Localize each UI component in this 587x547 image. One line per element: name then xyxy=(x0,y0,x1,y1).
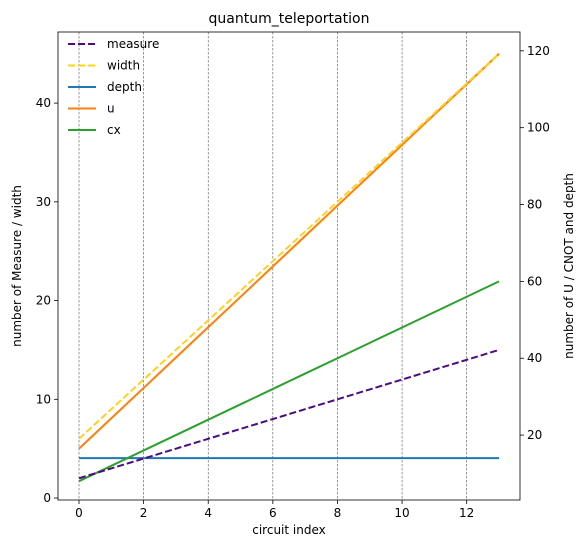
y-right-tick-label-120: 120 xyxy=(527,44,550,58)
x-tick-label-2: 2 xyxy=(140,506,148,520)
x-tick-label-12: 12 xyxy=(459,506,474,520)
legend-label-measure: measure xyxy=(107,37,159,51)
y-axis-label-right: number of U / CNOT and depth xyxy=(562,173,576,359)
y-right-tick-label-40: 40 xyxy=(527,351,542,365)
y-left-tick-label-10: 10 xyxy=(36,392,51,406)
y-left-tick-label-0: 0 xyxy=(43,491,51,505)
legend-label-depth: depth xyxy=(107,80,142,94)
x-tick-label-0: 0 xyxy=(75,506,83,520)
y-right-tick-label-20: 20 xyxy=(527,428,542,442)
y-left-tick-label-20: 20 xyxy=(36,294,51,308)
x-tick-label-10: 10 xyxy=(394,506,409,520)
y-right-tick-label-60: 60 xyxy=(527,274,542,288)
x-tick-label-4: 4 xyxy=(204,506,212,520)
y-left-tick-label-30: 30 xyxy=(36,195,51,209)
x-tick-label-6: 6 xyxy=(269,506,277,520)
legend-label-width: width xyxy=(107,59,140,73)
legend-label-u: u xyxy=(107,102,115,116)
legend-label-cx: cx xyxy=(107,123,121,137)
chart-title: quantum_teleportation xyxy=(209,11,370,27)
y-axis-label-left: number of Measure / width xyxy=(10,185,24,347)
y-right-tick-label-80: 80 xyxy=(527,198,542,212)
x-axis-label: circuit index xyxy=(252,523,326,537)
y-right-tick-label-100: 100 xyxy=(527,121,550,135)
y-left-tick-label-40: 40 xyxy=(36,96,51,110)
x-tick-label-8: 8 xyxy=(334,506,342,520)
